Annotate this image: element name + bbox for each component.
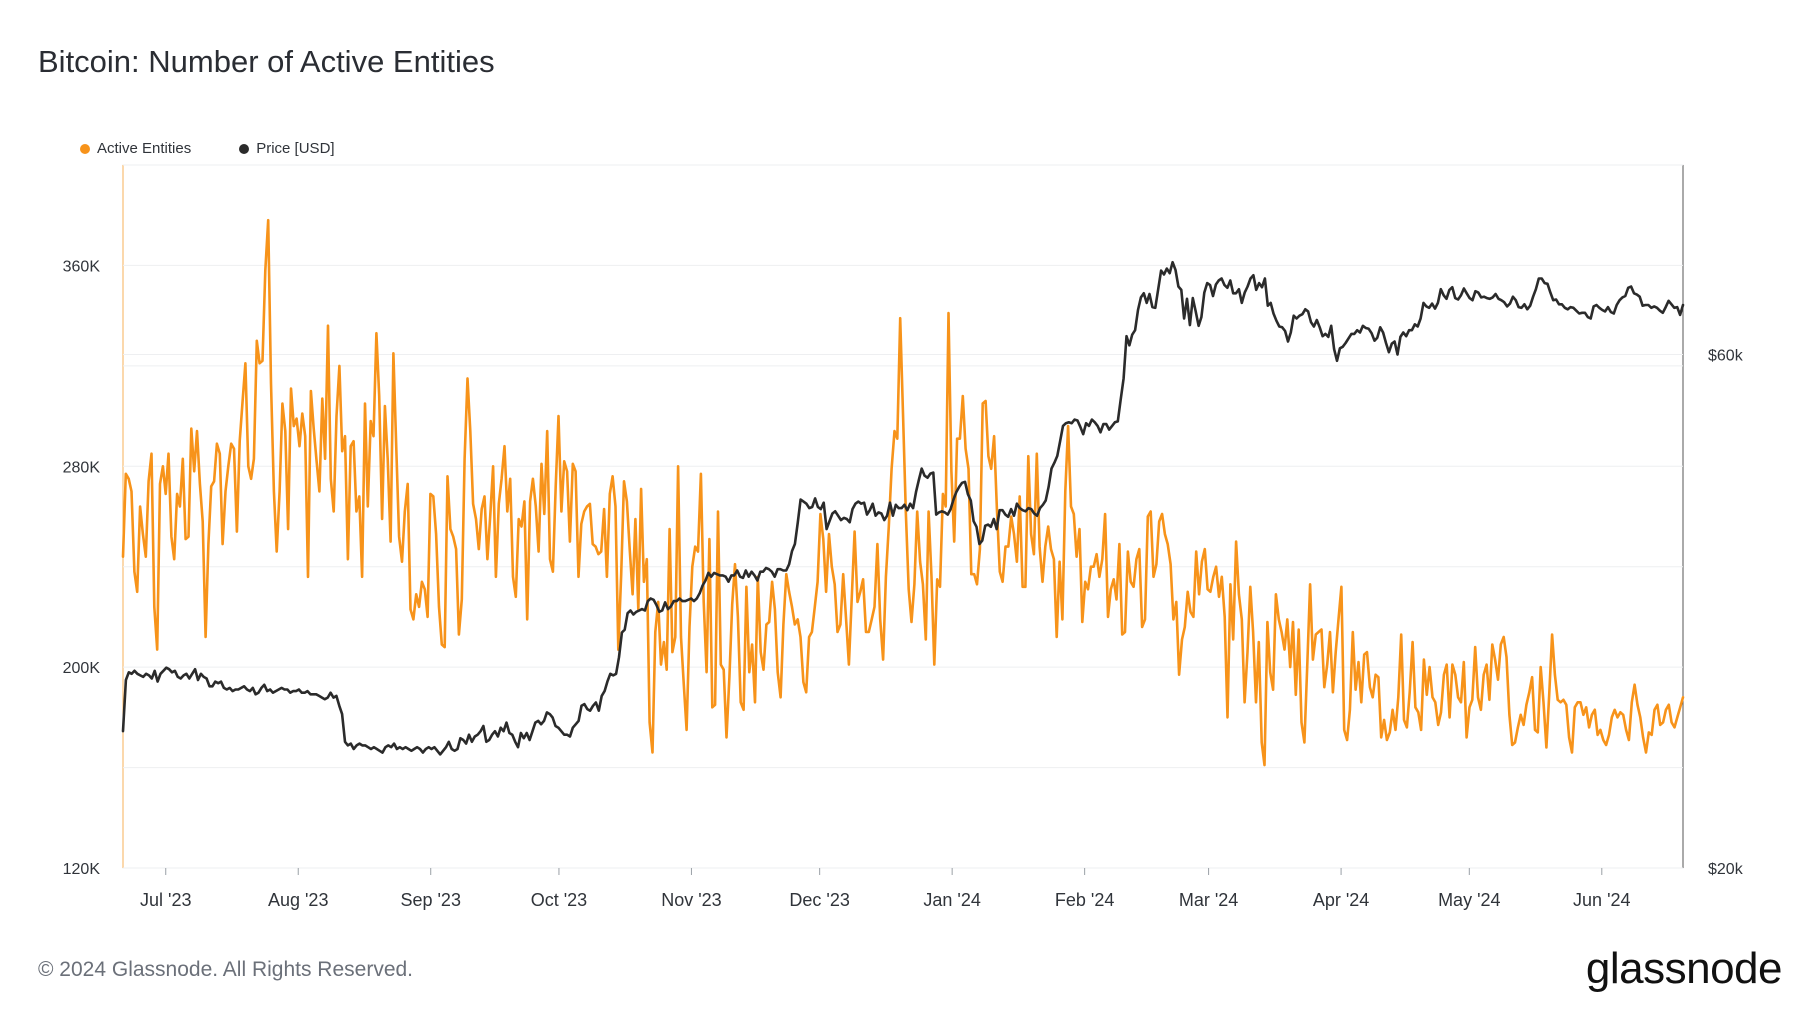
x-tick-label: Jan '24 (923, 890, 980, 910)
x-tick-label: Nov '23 (661, 890, 721, 910)
legend-item-active-entities[interactable]: Active Entities (80, 140, 191, 157)
x-tick-label: Sep '23 (400, 890, 461, 910)
y-right-tick-label: $60k (1708, 348, 1744, 365)
y-right-tick-label: $20k (1708, 861, 1744, 878)
series-line-active-entities (121, 218, 1685, 767)
copyright-text: © 2024 Glassnode. All Rights Reserved. (38, 958, 414, 981)
x-tick-label: Dec '23 (789, 890, 849, 910)
series-line-price (121, 260, 1685, 756)
x-tick-label: Jun '24 (1573, 890, 1630, 910)
legend-label-price: Price [USD] (256, 140, 335, 157)
y-left-tick-label: 120K (63, 861, 101, 878)
x-tick-label: Feb '24 (1055, 890, 1114, 910)
plot-frame (122, 164, 1684, 869)
y-left-tick-label: 360K (63, 258, 101, 275)
y-left-tick-label: 280K (63, 459, 101, 476)
legend-dot-price (239, 143, 250, 154)
x-tick-label: Oct '23 (531, 890, 587, 910)
legend-item-price[interactable]: Price [USD] (239, 140, 335, 157)
chart-title: Bitcoin: Number of Active Entities (38, 44, 495, 79)
x-tick-label: Apr '24 (1313, 890, 1369, 910)
x-tick-label: Aug '23 (268, 890, 329, 910)
legend-dot-active-entities (80, 143, 90, 154)
x-tick-label: May '24 (1438, 890, 1500, 910)
y-left-tick-label: 200K (63, 660, 101, 677)
x-tick-label: Mar '24 (1179, 890, 1238, 910)
legend: Active Entities Price [USD] (80, 140, 335, 157)
legend-label-active-entities: Active Entities (97, 140, 192, 157)
brand-logo: glassnode (1585, 944, 1783, 993)
x-tick-label: Jul '23 (140, 890, 191, 910)
